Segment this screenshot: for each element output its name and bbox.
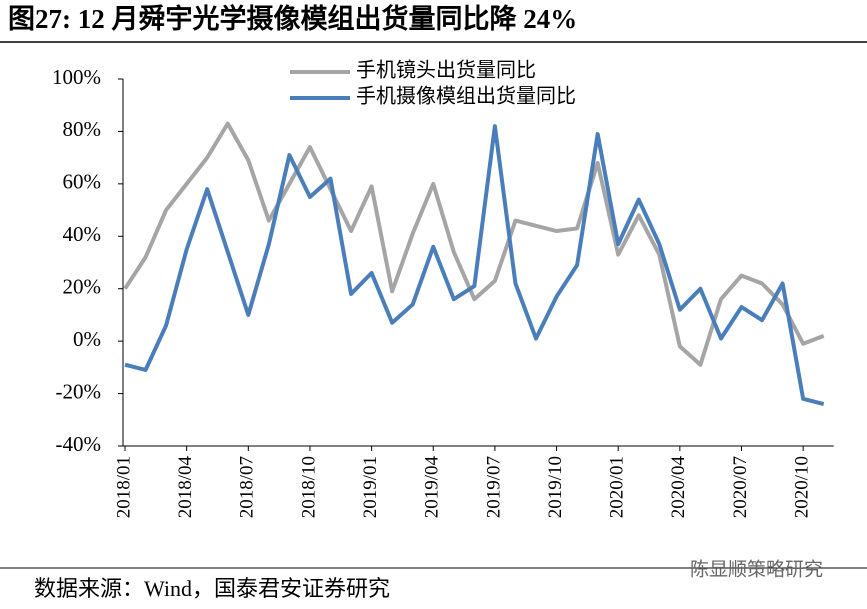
- y-tick-label: 20%: [63, 275, 102, 299]
- series-line: [123, 121, 825, 367]
- x-tick-label: 2019/07: [483, 456, 504, 518]
- x-tick-label: 2020/07: [730, 456, 751, 518]
- y-tick-label: 80%: [63, 117, 102, 141]
- x-tick-label: 2018/04: [175, 456, 196, 519]
- x-tick-label: 2020/10: [792, 456, 813, 518]
- chart-title: 图27: 12 月舜宇光学摄像模组出货量同比降 24%: [8, 3, 577, 34]
- legend-label: 手机摄像模组出货量同比: [356, 85, 576, 108]
- series-line: [124, 124, 825, 406]
- y-tick-label: 60%: [63, 170, 102, 194]
- x-tick-label: 2020/04: [668, 456, 689, 519]
- source: 数据来源：Wind，国泰君安证券研究: [34, 576, 390, 601]
- x-tick-label: 2020/01: [607, 456, 628, 518]
- y-tick-label: 0%: [73, 327, 101, 351]
- x-tick-label: 2018/07: [237, 456, 258, 518]
- x-tick-label: 2018/10: [298, 456, 319, 518]
- x-tick-label: 2019/01: [360, 456, 381, 518]
- legend-label: 手机镜头出货量同比: [356, 59, 536, 82]
- watermark: 陈显顺策略研究: [690, 558, 823, 580]
- y-tick-label: -20%: [56, 379, 102, 403]
- y-tick-label: 40%: [63, 222, 102, 246]
- y-tick-label: -40%: [56, 432, 102, 456]
- y-tick-label: 100%: [52, 65, 101, 89]
- x-tick-label: 2019/04: [422, 456, 443, 519]
- x-tick-label: 2019/10: [545, 456, 566, 518]
- x-tick-label: 2018/01: [113, 456, 134, 518]
